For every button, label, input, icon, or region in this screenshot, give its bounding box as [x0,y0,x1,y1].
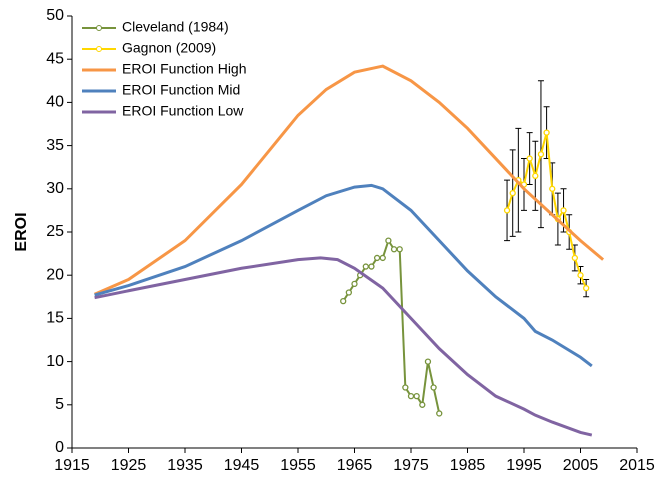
point [390,246,398,253]
x-tick-label: 1965 [337,457,373,474]
series-line [94,256,593,437]
y-tick-label: 45 [46,50,64,67]
y-tick-label: 30 [46,180,64,197]
y-tick-label: 40 [46,94,64,111]
point [402,384,409,391]
series-line [342,238,441,414]
legend-marker [96,46,102,52]
y-tick-label: 25 [46,223,64,240]
legend-label: Cleveland (1984) [122,19,229,35]
legend-label: EROI Function Mid [122,82,240,98]
x-tick-label: 1945 [224,457,260,474]
point [373,254,381,262]
point [424,358,432,365]
y-tick-label: 0 [55,439,64,456]
legend-label: EROI Function High [122,61,247,77]
y-tick-label: 20 [46,266,64,283]
y-axis-label: EROI [13,212,30,251]
point [571,254,578,262]
point [407,393,415,400]
point [345,289,353,296]
y-tick-label: 5 [55,396,64,413]
x-tick-label: 1935 [167,457,203,474]
legend-label: Gagnon (2009) [122,40,216,56]
series-line [94,183,593,368]
y-tick-label: 10 [46,353,64,370]
point [436,410,443,417]
x-tick-label: 1995 [506,457,542,474]
point [419,401,426,408]
point [385,237,392,244]
point [430,384,437,391]
point [413,393,420,400]
series-line [94,64,605,296]
point [340,297,347,305]
point [351,280,358,287]
point [560,207,567,214]
x-tick-label: 1985 [450,457,486,474]
x-tick-label: 2005 [563,457,599,474]
x-tick-label: 1925 [111,457,147,474]
y-tick-label: 15 [46,310,64,327]
y-tick-label: 50 [46,7,64,24]
point [577,272,584,279]
legend-label: EROI Function Low [122,103,244,119]
x-tick-label: 1915 [54,457,90,474]
point [526,155,533,162]
point [532,172,539,179]
point [503,207,511,214]
point [368,263,375,270]
point [537,151,545,158]
point [509,189,516,197]
point [362,263,369,270]
point [583,285,590,292]
point [543,129,550,136]
x-tick-label: 2015 [619,457,655,474]
point [396,246,403,253]
x-tick-label: 1955 [280,457,316,474]
y-tick-label: 35 [46,137,64,154]
legend-marker [96,25,102,31]
point [379,254,386,262]
point [549,185,556,192]
x-tick-label: 1975 [393,457,429,474]
